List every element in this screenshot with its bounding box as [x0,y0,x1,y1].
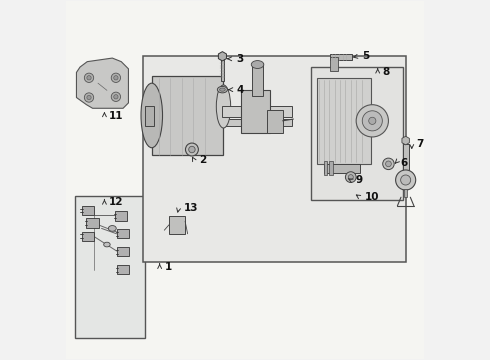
Text: 9: 9 [355,175,363,185]
Bar [329,161,333,175]
Ellipse shape [216,85,231,128]
Ellipse shape [104,242,110,247]
Text: 1: 1 [164,262,171,272]
Circle shape [84,73,94,82]
FancyBboxPatch shape [87,219,98,228]
Text: 5: 5 [363,51,370,61]
Text: 10: 10 [365,192,379,202]
Circle shape [356,105,389,137]
Bar [324,164,360,173]
Bar [404,189,408,197]
Text: 7: 7 [416,139,424,149]
Circle shape [386,161,392,167]
Bar [220,57,224,81]
Circle shape [114,76,118,80]
Ellipse shape [220,88,225,91]
Text: 8: 8 [382,67,390,77]
Bar [311,67,403,200]
Circle shape [87,76,91,80]
Circle shape [383,158,394,170]
Bar [145,107,153,126]
Bar [324,161,327,175]
Circle shape [111,92,121,102]
Text: 6: 6 [400,158,408,168]
Bar [169,216,185,234]
Text: 4: 4 [236,85,244,95]
Bar [143,56,406,262]
Ellipse shape [251,60,264,68]
Bar [242,90,270,134]
Circle shape [186,143,198,156]
Circle shape [362,111,382,131]
FancyBboxPatch shape [117,229,129,238]
Circle shape [348,175,353,180]
Text: 11: 11 [109,111,123,121]
Circle shape [401,175,411,185]
FancyBboxPatch shape [117,247,129,256]
Ellipse shape [218,86,227,93]
Circle shape [345,172,356,183]
Bar [74,196,145,338]
Circle shape [189,146,195,153]
FancyBboxPatch shape [82,206,94,215]
Polygon shape [76,58,128,108]
Circle shape [368,117,376,125]
Text: 3: 3 [236,54,243,64]
Bar [221,107,292,117]
Circle shape [87,95,91,100]
FancyBboxPatch shape [82,231,94,241]
Circle shape [111,73,121,82]
Text: 13: 13 [183,203,198,213]
Bar [330,57,338,71]
Bar [267,110,283,134]
Circle shape [114,95,118,99]
Bar [317,78,370,164]
FancyBboxPatch shape [115,211,127,221]
Bar [330,54,352,60]
Bar [252,63,263,96]
Ellipse shape [141,83,163,148]
Text: 12: 12 [109,197,123,207]
Circle shape [84,93,94,102]
Text: 2: 2 [199,155,206,165]
Bar [221,119,292,126]
Circle shape [395,170,416,190]
FancyBboxPatch shape [117,265,129,274]
Bar [403,144,409,173]
Ellipse shape [108,226,116,231]
Bar [152,76,223,155]
